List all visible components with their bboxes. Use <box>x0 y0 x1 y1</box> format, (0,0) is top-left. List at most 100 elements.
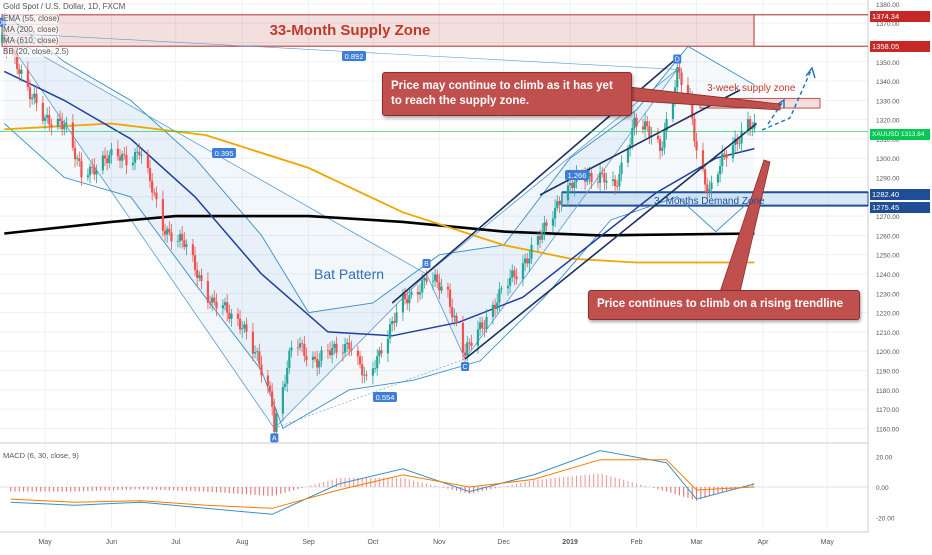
candle-body <box>629 144 632 148</box>
candle-body <box>361 364 364 376</box>
candle-body <box>56 118 59 127</box>
candle-body <box>406 299 409 304</box>
candle-body <box>136 151 139 153</box>
candle-body <box>313 356 317 360</box>
candle-body <box>228 312 231 319</box>
candle-body <box>316 359 319 368</box>
candle-body <box>101 155 104 171</box>
macd-y-tick-label: -20.00 <box>876 515 895 522</box>
candle-body <box>148 168 152 181</box>
symbol-title: Gold Spot / U.S. Dollar, 1D, FXCM <box>3 2 126 11</box>
y-tick-label: 1210.00 <box>876 330 900 337</box>
candle-body <box>33 93 36 98</box>
candle-body <box>213 297 216 302</box>
y-tick-label: 1220.00 <box>876 311 900 318</box>
candle-body <box>451 307 454 318</box>
candle-body <box>243 324 246 329</box>
candle-body <box>303 343 306 357</box>
candle-body <box>736 138 739 144</box>
ratio-label-ratio_cd: 1.266 <box>568 171 587 180</box>
candle-body <box>211 297 214 303</box>
demand-top-price-tag: 1282.40 <box>870 189 930 200</box>
supply-zone-33m <box>1 14 755 47</box>
candle-body <box>208 302 212 304</box>
x-tick-label: May <box>821 539 835 546</box>
candle-body <box>463 352 467 356</box>
candle-body <box>710 182 713 190</box>
candle-body <box>403 293 407 300</box>
candle-body <box>704 169 707 185</box>
candle-body <box>560 200 563 205</box>
candle-body <box>483 328 486 330</box>
candle-body <box>538 236 542 240</box>
candle-body <box>686 85 690 98</box>
candle-body <box>393 321 396 323</box>
projection-arrow-2 <box>767 99 785 125</box>
point-marker-a: A <box>270 433 279 443</box>
point-marker-label: C <box>463 364 468 371</box>
candle-body <box>468 342 471 344</box>
candle-body <box>200 275 203 282</box>
candle-body <box>498 289 501 303</box>
candle-body <box>470 342 473 346</box>
candle-body <box>46 114 49 118</box>
candle-body <box>433 274 437 281</box>
candle-body <box>221 305 224 309</box>
candle-body <box>491 304 495 317</box>
candle-body <box>296 347 300 349</box>
point-marker-label: D <box>675 56 680 63</box>
supply-zone-33m-label: 33-Month Supply Zone <box>269 22 431 39</box>
candle-body <box>661 147 664 151</box>
candle-body <box>95 170 98 175</box>
candle-body <box>481 322 484 329</box>
ratio-box <box>373 392 397 402</box>
candle-body <box>386 338 390 354</box>
candle-body <box>418 292 422 295</box>
point-marker-d: D <box>673 54 682 64</box>
candle-body <box>566 185 570 201</box>
candle-body <box>301 343 304 345</box>
candle-body <box>618 174 621 187</box>
candle-body <box>88 166 92 176</box>
x-tick-label: Nov <box>433 539 446 546</box>
candle-body <box>275 413 278 433</box>
candle-body <box>48 114 51 125</box>
bollinger-upper <box>4 13 755 314</box>
candle-body <box>80 161 83 178</box>
candle-body <box>601 172 604 174</box>
candle-body <box>701 150 705 170</box>
candle-body <box>181 234 184 241</box>
candle-body <box>273 406 276 433</box>
indicator-ma200: MA (200, close) <box>3 25 59 35</box>
macd-signal-line <box>10 459 755 509</box>
candle-body <box>695 141 698 151</box>
candle-body <box>635 117 638 127</box>
candle-body <box>346 342 349 345</box>
candle-body <box>511 270 514 278</box>
candle-body <box>388 324 392 339</box>
candle-body <box>356 350 360 357</box>
ratio-label-ratio_xb: 0.892 <box>345 52 364 61</box>
x-tick-label: Dec <box>497 539 510 546</box>
y-tick-label: 1180.00 <box>876 388 899 395</box>
x-tick-label: Apr <box>758 539 770 546</box>
x-tick-label: Jul <box>171 539 180 546</box>
candle-body <box>568 182 572 186</box>
candle-body <box>328 350 332 356</box>
candle-body <box>123 154 126 155</box>
x-tick-label: Jun <box>106 539 117 546</box>
candle-body <box>18 69 21 74</box>
candle-body <box>603 173 606 183</box>
candle-body <box>271 391 274 407</box>
candle-body <box>358 356 362 365</box>
candle-body <box>348 342 351 350</box>
y-tick-label: 1260.00 <box>876 233 900 240</box>
candle-body <box>611 179 615 182</box>
x-tick-label: Oct <box>367 539 378 546</box>
candle-body <box>35 93 38 103</box>
candle-body <box>161 199 164 231</box>
candle-body <box>288 350 291 368</box>
y-tick-label: 1270.00 <box>876 214 900 221</box>
candle-body <box>155 192 158 200</box>
